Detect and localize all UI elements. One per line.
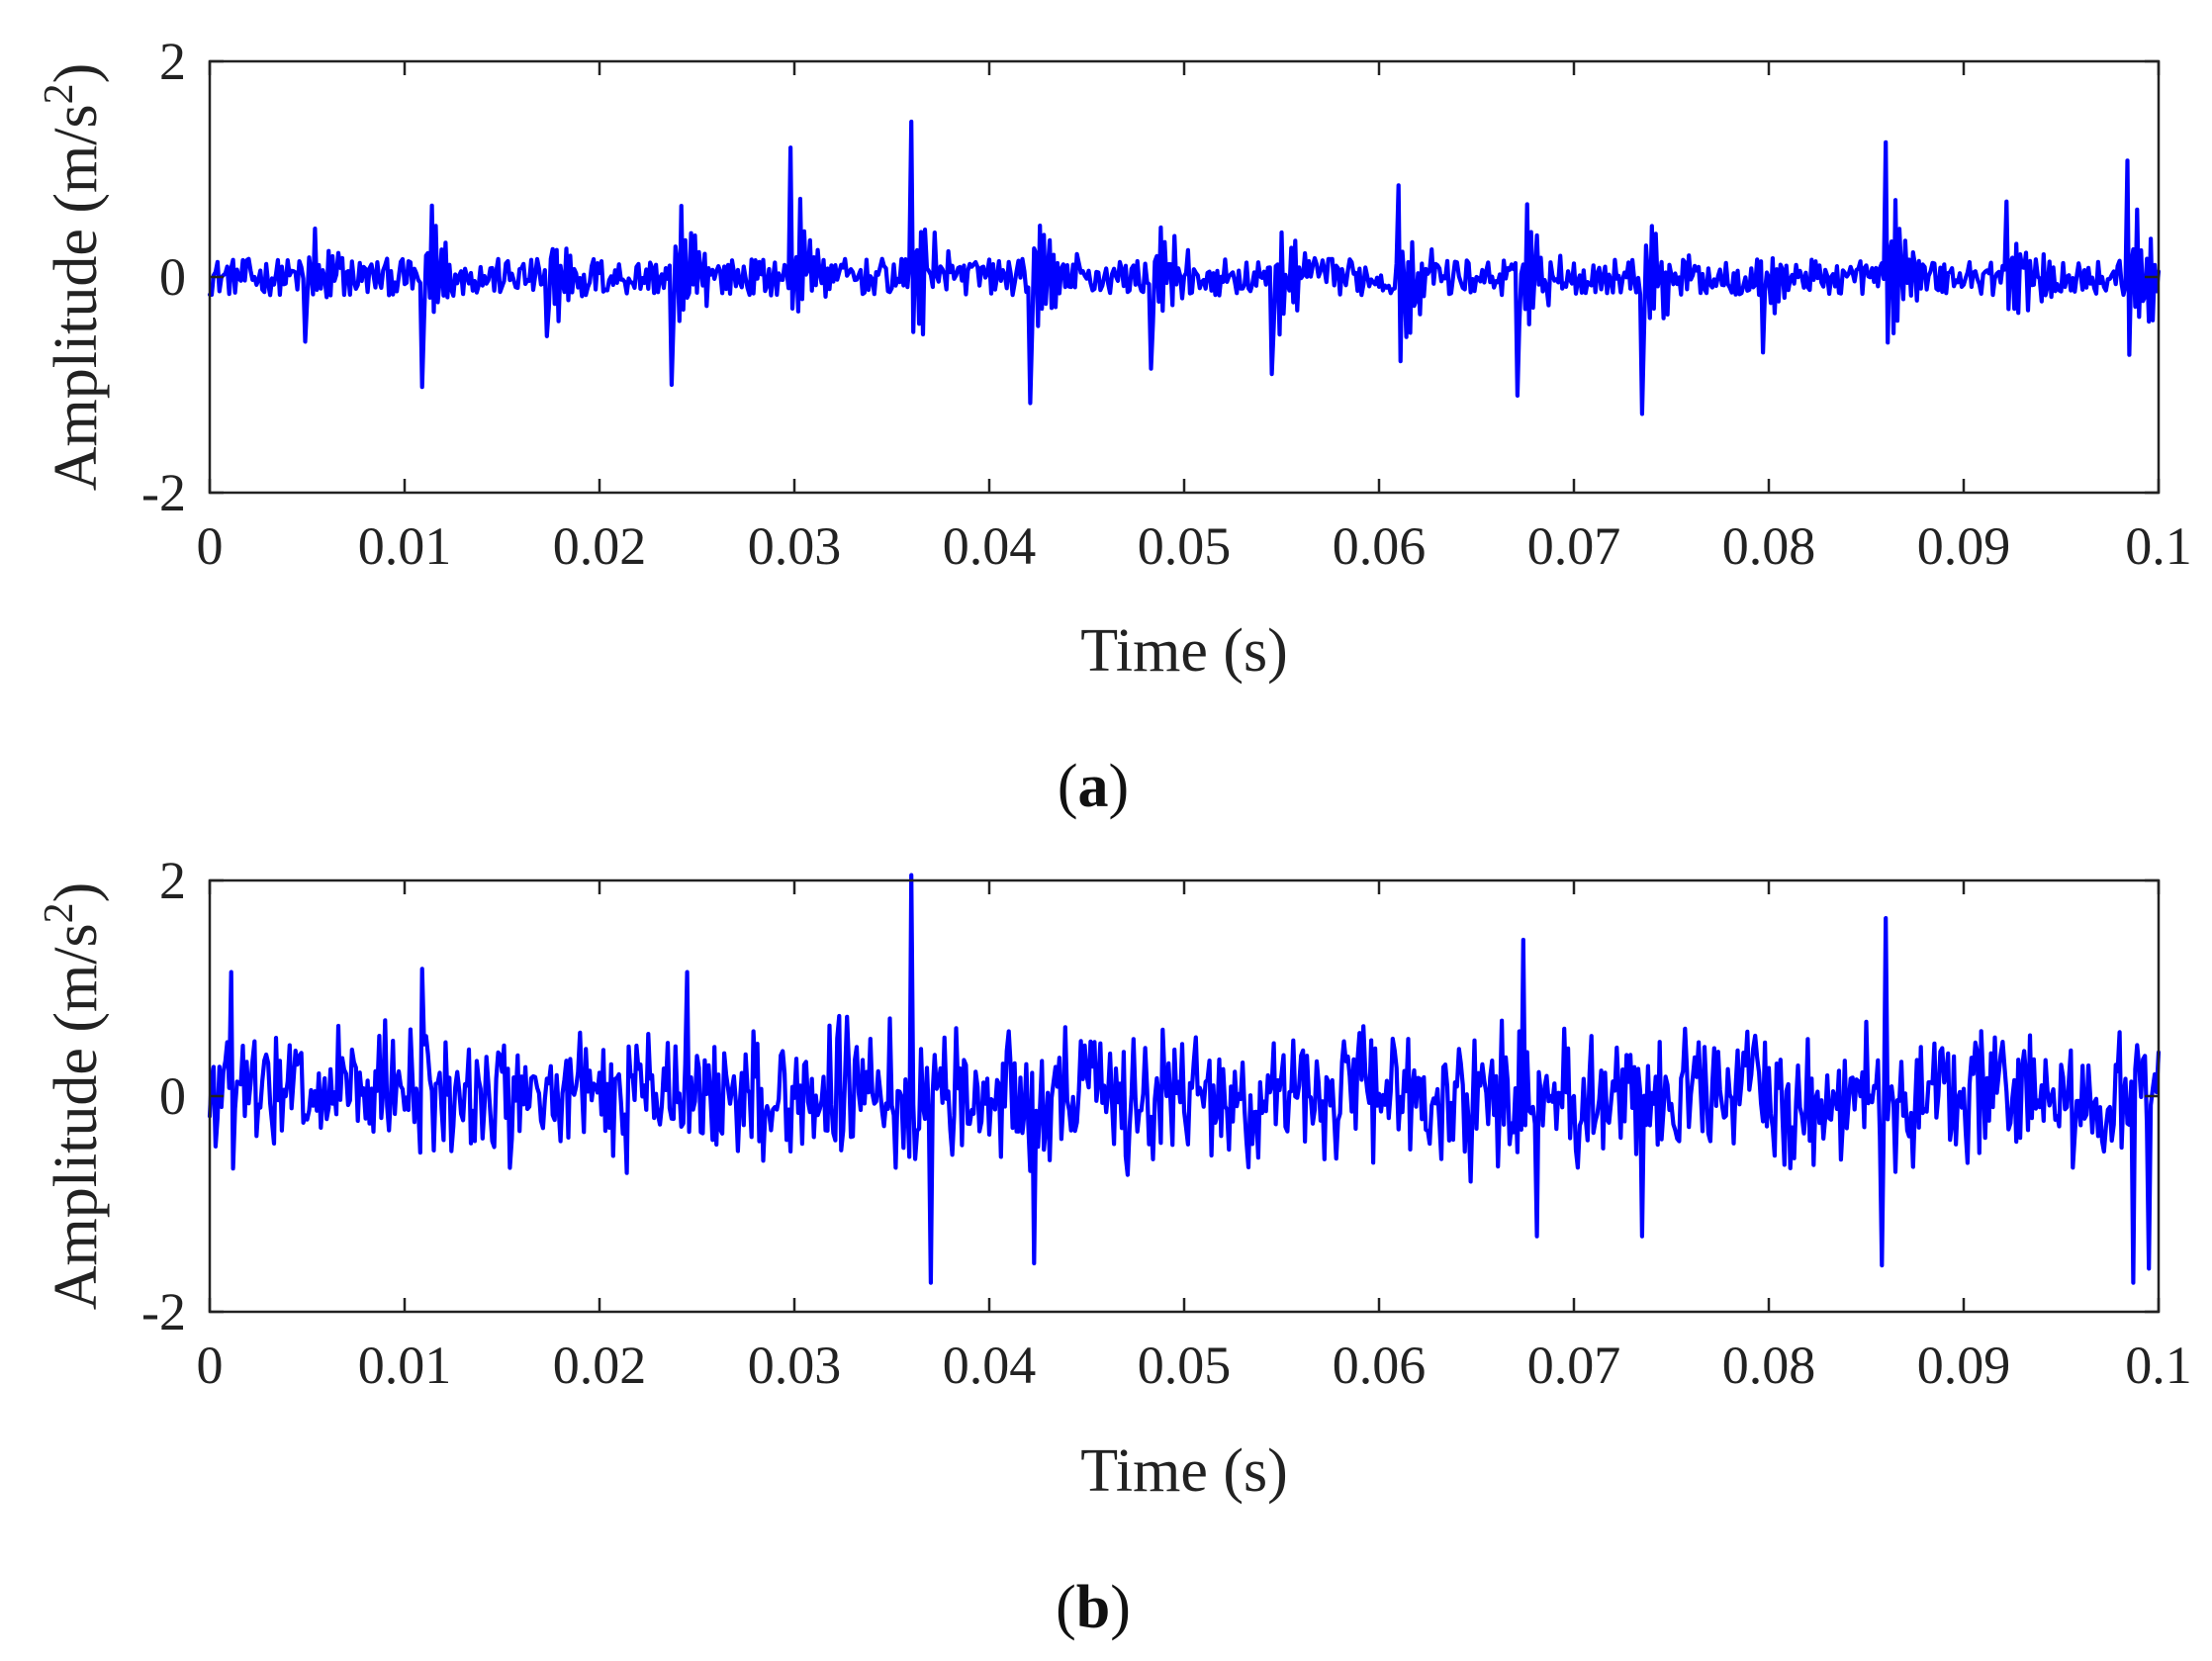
y-ticks-a: -2 0 2: [141, 32, 2159, 522]
x-axis-label-a: Time (s): [1080, 617, 1288, 685]
y-axis-label-a-close: ): [43, 63, 110, 84]
x-tick-label-b: 0.09: [1917, 1336, 2011, 1395]
y-ticks-b: -2 0 2: [141, 851, 2159, 1341]
x-tick-label-b: 0.08: [1722, 1336, 1816, 1395]
x-tick-label-b: 0.07: [1527, 1336, 1621, 1395]
y-tick-label-a: 2: [159, 32, 186, 91]
x-tick-label-a: 0.06: [1333, 516, 1427, 576]
x-tick-label-a: 0: [197, 516, 224, 576]
y-axis-label-b-sup: 2: [37, 902, 82, 923]
y-axis-label-a-main: Amplitude (m/s: [43, 104, 110, 491]
y-axis-label-b-main: Amplitude (m/s: [43, 923, 110, 1310]
x-tick-label-a: 0.05: [1138, 516, 1232, 576]
caption-b: (b): [1056, 1574, 1131, 1641]
y-tick-label-b: 2: [159, 851, 186, 910]
x-tick-label-a: 0.07: [1527, 516, 1621, 576]
plot-area-a: [207, 119, 2162, 416]
x-ticks-a: 0 0.01 0.02 0.03 0.04 0.05 0.06 0.07 0.08 0.09 0.1: [197, 61, 2192, 576]
caption-a: (a): [1058, 753, 1129, 820]
x-tick-label-b: 0.1: [2125, 1336, 2192, 1395]
y-tick-label-a: 0: [159, 247, 186, 307]
y-tick-label-b: 0: [159, 1066, 186, 1126]
caption-b-letter: b: [1076, 1574, 1110, 1641]
y-tick-label-b: -2: [141, 1282, 186, 1341]
x-axis-label-b: Time (s): [1080, 1437, 1288, 1505]
x-tick-label-a: 0.1: [2125, 516, 2192, 576]
signal-line-b: [207, 873, 2162, 1285]
x-tick-label-a: 0.01: [358, 516, 452, 576]
x-tick-label-b: 0.01: [358, 1336, 452, 1395]
plot-area-b: [207, 873, 2162, 1285]
x-tick-label-b: 0.04: [943, 1336, 1037, 1395]
y-axis-label-a: Amplitude (m/s2): [37, 63, 110, 492]
x-tick-label-b: 0.05: [1138, 1336, 1232, 1395]
x-tick-label-a: 0.08: [1722, 516, 1816, 576]
x-ticks-b: 0 0.01 0.02 0.03 0.04 0.05 0.06 0.07 0.08 0.09 0.1: [197, 880, 2192, 1395]
signal-line-a: [207, 119, 2162, 416]
y-axis-label-a-sup: 2: [37, 83, 82, 104]
chart-panel-a: 0 0.01 0.02 0.03 0.04 0.05 0.06 0.07 0.08 0.09 0.1…: [37, 32, 2192, 820]
chart-panel-b: 0 0.01 0.02 0.03 0.04 0.05 0.06 0.07 0.08 0.09 0.1…: [37, 851, 2192, 1641]
x-tick-label-a: 0.09: [1917, 516, 2011, 576]
caption-a-letter: a: [1078, 753, 1109, 820]
x-tick-label-a: 0.03: [748, 516, 842, 576]
x-tick-label-b: 0.06: [1333, 1336, 1427, 1395]
x-tick-label-b: 0: [197, 1336, 224, 1395]
x-tick-label-a: 0.04: [943, 516, 1037, 576]
y-tick-label-a: -2: [141, 463, 186, 522]
x-tick-label-b: 0.03: [748, 1336, 842, 1395]
x-tick-label-a: 0.02: [553, 516, 647, 576]
x-tick-label-b: 0.02: [553, 1336, 647, 1395]
y-axis-label-b: Amplitude (m/s2): [37, 882, 110, 1311]
y-axis-label-b-close: ): [43, 882, 110, 903]
